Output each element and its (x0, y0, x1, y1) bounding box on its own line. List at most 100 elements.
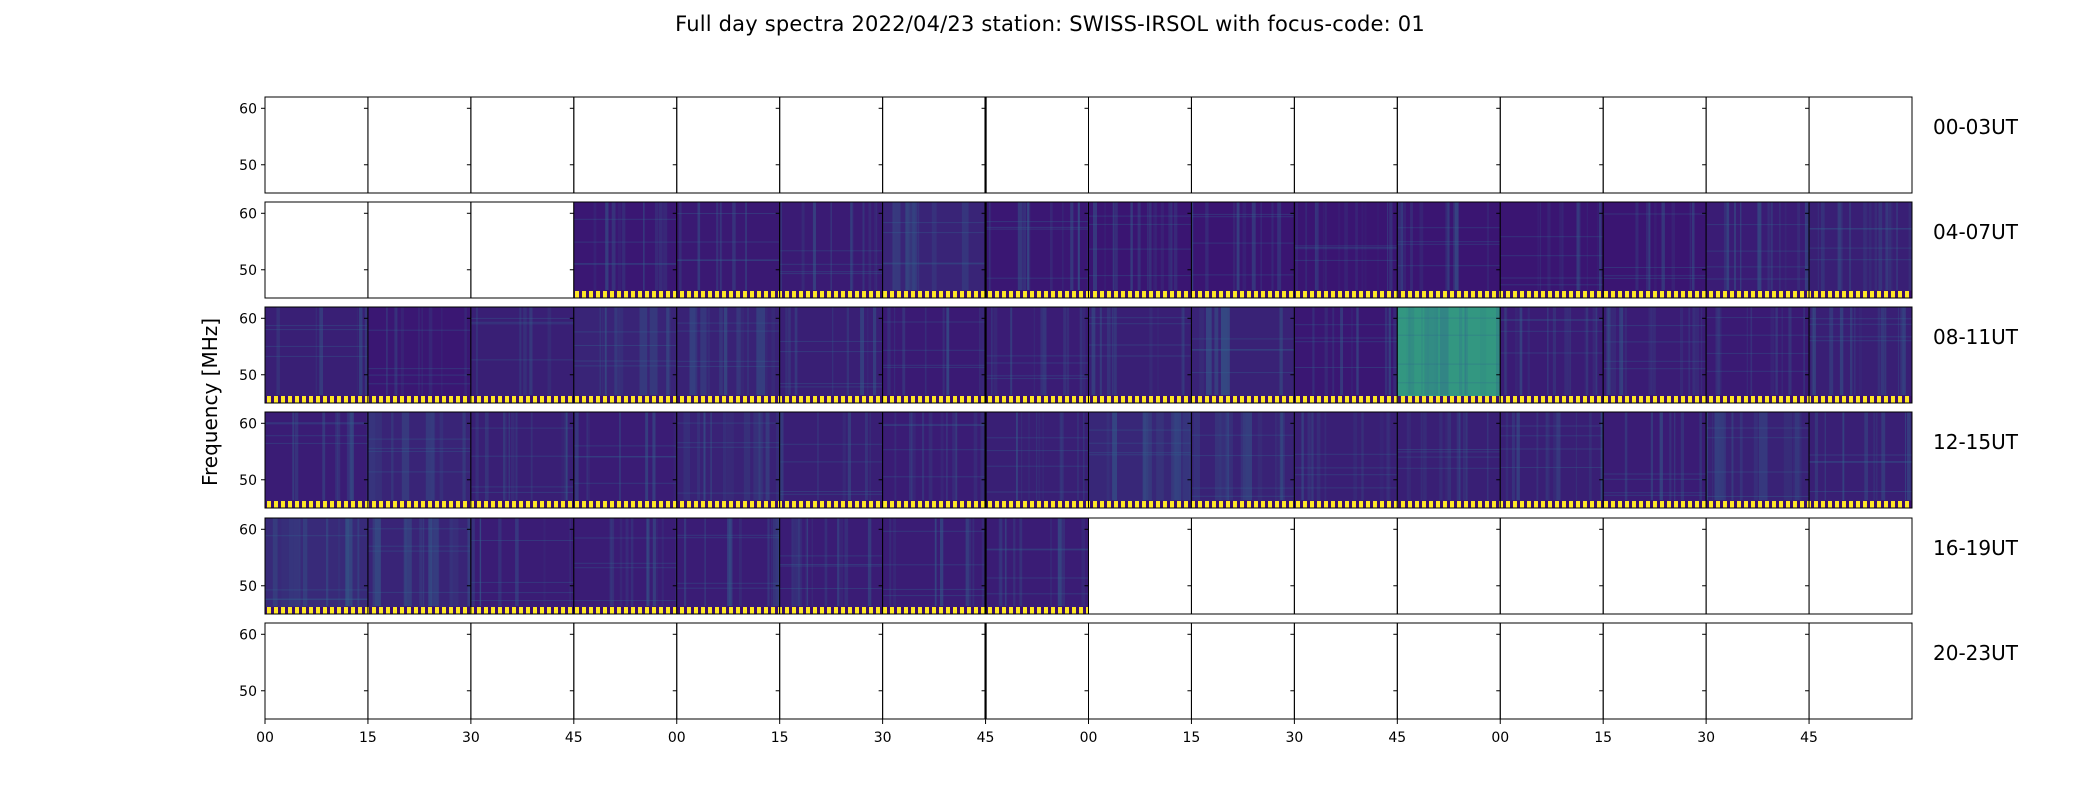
spectrum-panel (1187, 306, 1295, 404)
spectrum-streak (1424, 307, 1430, 395)
spectrum-streak (1111, 307, 1113, 395)
spectrum-line (1809, 336, 1912, 338)
spectrum-streak (1066, 307, 1070, 395)
spectrum-streak (599, 307, 601, 395)
spectrum-streak (1453, 202, 1456, 290)
spectrum-background (1706, 307, 1810, 403)
spectrum-streak (1082, 307, 1086, 395)
spectrum-line (1191, 274, 1295, 276)
spectrum-streak (972, 518, 975, 606)
calibration-band (470, 396, 574, 403)
spectrum-line (985, 375, 1089, 377)
spectrum-line (882, 366, 986, 368)
spectrum-line (265, 598, 368, 600)
calibration-band (1809, 291, 1912, 298)
spectrum-panel (1084, 96, 1192, 194)
spectrum-background (573, 307, 677, 403)
spectrum-line (1706, 278, 1810, 280)
spectrum-background (1809, 412, 1912, 508)
spectrum-line (1500, 236, 1604, 238)
spectrum-streak (1160, 202, 1164, 290)
calibration-band (1603, 396, 1707, 403)
spectrum-panel (466, 201, 575, 299)
spectrum-streak (1820, 202, 1825, 290)
spectrum-line (1294, 248, 1398, 250)
spectrum-streak (1017, 202, 1022, 290)
spectrum-streak (643, 202, 645, 290)
spectrum-streak (1314, 202, 1318, 290)
calibration-band (985, 396, 1089, 403)
calibration-band (985, 291, 1089, 298)
spectrum-streak (1839, 307, 1844, 395)
spectrum-streak (1099, 307, 1102, 395)
spectrum-streak (765, 412, 770, 500)
spectrum-streak (511, 412, 515, 500)
spectrum-streak (1040, 307, 1043, 395)
spectrum-streak (530, 412, 533, 500)
panel-frame (367, 96, 472, 194)
spectrum-line (1706, 496, 1810, 497)
spectrum-panel (981, 201, 1091, 299)
spectrum-line (265, 345, 368, 347)
spectrum-line (1809, 461, 1912, 462)
spectrum-streak (1661, 202, 1665, 290)
spectrum-streak (1221, 307, 1230, 395)
spectrum-streak (563, 412, 567, 500)
spectrum-streak (1753, 412, 1758, 500)
panel-frame (367, 201, 472, 299)
x-tick-label: 15 (771, 730, 789, 746)
spectrum-line (1191, 349, 1295, 351)
spectrum-streak (1154, 202, 1158, 290)
spectrum-panel (775, 411, 884, 509)
spectrum-background (1397, 307, 1501, 403)
spectrum-streak (396, 307, 398, 395)
spectrum-streak (422, 518, 425, 606)
spectrum-streak (801, 202, 805, 290)
panel-frame (1293, 517, 1398, 615)
spectrum-streak (1714, 412, 1721, 500)
spectrum-line (1397, 451, 1501, 453)
spectrum-streak (946, 412, 948, 500)
spectrum-streak (337, 412, 341, 500)
spectrum-streak (1206, 307, 1212, 395)
spectrum-streak (588, 412, 590, 500)
spectrum-line (470, 427, 574, 429)
calibration-band (367, 607, 471, 614)
spectrum-streak (785, 307, 788, 395)
spectrum-streak (433, 518, 439, 606)
spectrum-line (1088, 215, 1192, 217)
spectrum-line (676, 213, 780, 214)
spectrum-streak (475, 412, 479, 500)
spectrum-streak (1409, 307, 1415, 395)
spectrum-streak (617, 202, 622, 290)
spectrum-streak (1344, 202, 1348, 290)
x-tick-label: 00 (1491, 730, 1509, 746)
spectrum-streak (673, 412, 677, 500)
spectrum-line (676, 241, 780, 243)
spectrum-streak (1699, 412, 1702, 500)
spectrum-streak (394, 307, 397, 395)
spectrum-streak (1447, 202, 1450, 290)
calibration-band (676, 291, 780, 298)
spectrum-streak (430, 518, 440, 606)
spectrum-line (1191, 495, 1295, 497)
spectrum-streak (1896, 202, 1898, 290)
spectrum-line (985, 221, 1089, 223)
spectrum-streak (503, 412, 507, 500)
spectrum-line (1706, 471, 1810, 473)
spectrum-line (367, 383, 471, 385)
spectrum-streak (449, 518, 453, 606)
spectrum-panel (569, 201, 678, 299)
spectrum-line (1706, 427, 1810, 429)
spectrum-streak (991, 307, 993, 395)
spectrum-streak (1654, 202, 1657, 290)
y-tick-label: 50 (239, 473, 257, 489)
spectrum-streak (1021, 202, 1024, 290)
spectrum-streak (736, 307, 741, 395)
spectrum-panel (1599, 622, 1707, 720)
spectrum-streak (391, 412, 394, 500)
spectrum-panel (1393, 96, 1501, 194)
spectrum-streak (1646, 202, 1650, 290)
spectrum-streak (372, 518, 381, 606)
spectrum-streak (508, 412, 510, 500)
